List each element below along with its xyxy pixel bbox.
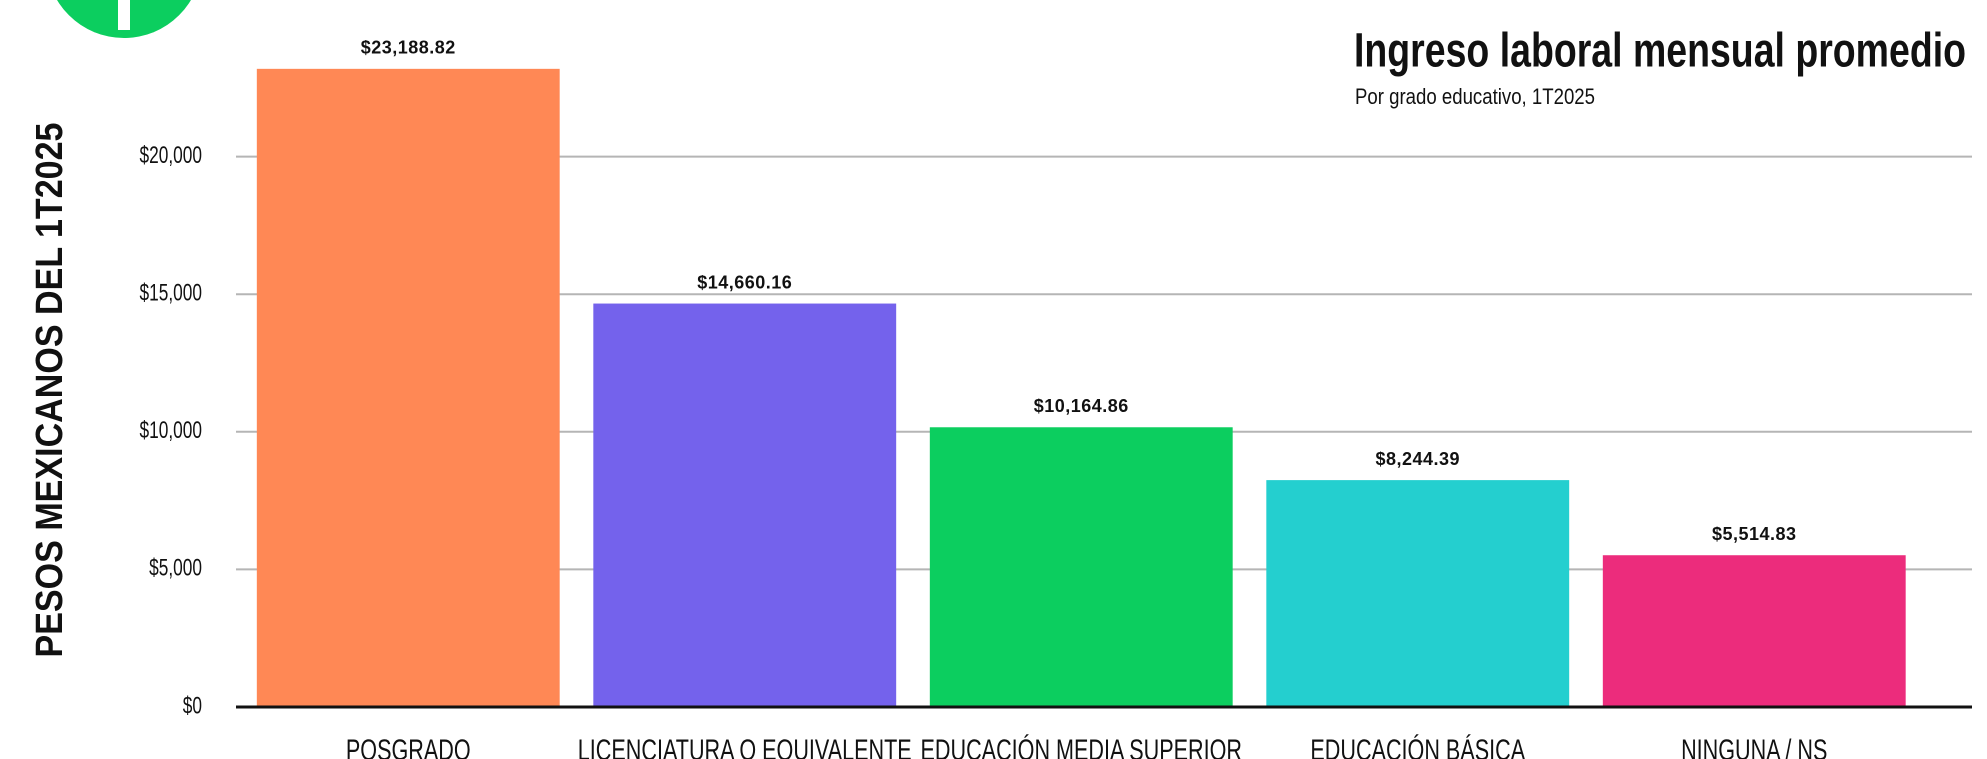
y-tick-label: $5,000	[149, 555, 202, 581]
bar	[1266, 480, 1570, 707]
logo-mark	[118, 0, 130, 30]
bar	[256, 68, 560, 707]
y-axis-label: PESOS MEXICANOS DEL 1T2025	[29, 123, 71, 658]
bar	[929, 427, 1233, 707]
chart-subtitle: Por grado educativo, 1T2025	[1355, 84, 1595, 109]
chart-title: Ingreso laboral mensual promedio	[1354, 25, 1966, 78]
y-tick-label: $0	[183, 693, 202, 719]
value-label: $14,660.16	[697, 272, 792, 292]
value-label: $5,514.83	[1712, 524, 1797, 544]
y-tick-label: $10,000	[140, 417, 202, 443]
x-tick-label: EDUCACIÓN MEDIA SUPERIOR	[921, 732, 1242, 759]
value-label: $23,188.82	[361, 38, 456, 58]
x-tick-label: POSGRADO	[346, 732, 471, 759]
y-tick-label: $20,000	[140, 142, 202, 168]
bar	[593, 303, 897, 707]
value-label: $10,164.86	[1034, 396, 1129, 416]
bar	[1602, 555, 1906, 707]
x-tick-label: NINGUNA / NS	[1681, 732, 1827, 759]
x-tick-label: EDUCACIÓN BÁSICA	[1310, 732, 1525, 759]
y-tick-label: $15,000	[140, 280, 202, 306]
value-label: $8,244.39	[1375, 449, 1460, 469]
x-tick-label: LICENCIATURA O EQUIVALENTE	[578, 732, 912, 759]
